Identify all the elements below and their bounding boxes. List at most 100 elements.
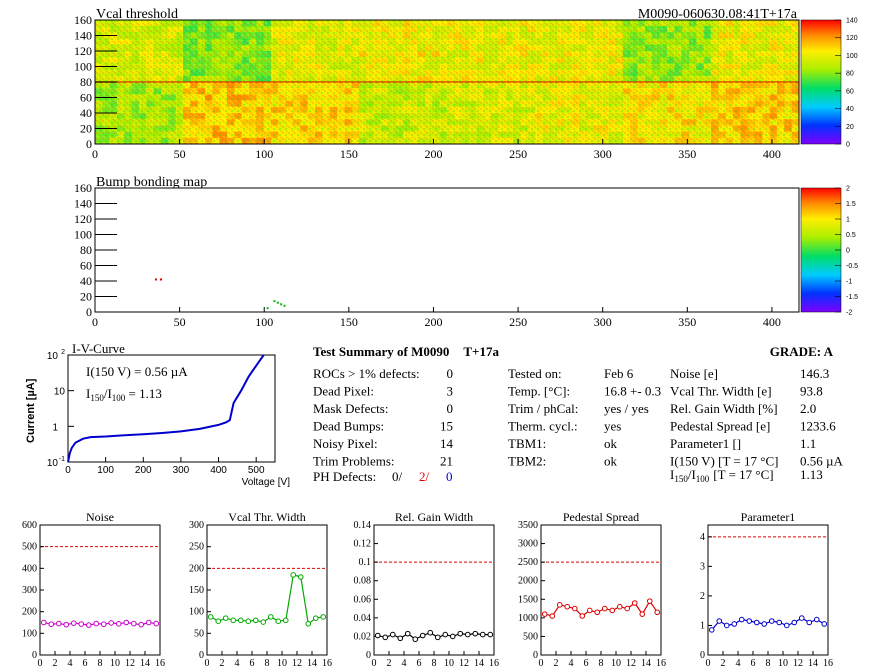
summary-value: 16.8 +- 0.3	[604, 384, 661, 399]
summary-value: 1.1	[800, 436, 816, 451]
roc-point	[806, 619, 813, 626]
roc-chart-title: Parameter1	[741, 510, 796, 524]
bump-frame	[94, 187, 800, 313]
roc-point	[487, 631, 494, 638]
cb-tick-label: 40	[846, 106, 854, 113]
roc-point	[267, 614, 274, 620]
roc-point	[601, 605, 608, 612]
roc-x-tick-label: 16	[322, 658, 332, 669]
module-label: M0090-060630.08:41T+17a	[638, 7, 798, 22]
roc-x-tick-label: 16	[155, 658, 165, 669]
roc-point	[631, 600, 638, 606]
roc-point	[320, 614, 327, 620]
summary-label: Mask Defects:	[313, 401, 388, 416]
roc-y-tick-label: 0	[533, 650, 538, 661]
bump-defect-mark	[276, 301, 279, 304]
summary-label: TBM2:	[508, 454, 546, 469]
roc-y-tick-label: 2	[700, 591, 705, 602]
roc-point	[791, 619, 798, 626]
roc-point	[138, 621, 145, 628]
vcal-threshold-panel: Vcal threshold M0090-060630.08:41T+17a 0…	[74, 7, 858, 161]
roc-x-tick-label: 10	[277, 658, 287, 669]
roc-point	[639, 611, 646, 617]
roc-point	[449, 633, 456, 640]
roc-y-tick-label: 100	[189, 607, 204, 618]
roc-y-tick-label: 100	[22, 628, 37, 639]
ph-label: PH Defects:	[313, 469, 376, 484]
roc-series-line	[711, 617, 825, 631]
x-tick-label: 300	[594, 315, 612, 329]
roc-point	[761, 621, 768, 627]
roc-point	[541, 611, 548, 617]
roc-point	[389, 631, 396, 638]
roc-y-tick-label: 0	[700, 650, 705, 661]
roc-point	[723, 622, 730, 629]
roc-x-tick-label: 10	[778, 658, 788, 669]
summary-value: ok	[604, 436, 618, 451]
roc-x-tick-label: 0	[205, 658, 210, 669]
summary-value: ok	[604, 454, 618, 469]
roc-x-tick-label: 16	[823, 658, 833, 669]
roc-x-tick-label: 12	[793, 658, 803, 669]
roc-point	[457, 630, 464, 637]
roc-y-tick-label: 2000	[518, 576, 538, 587]
roc-y-tick-label: 50	[194, 628, 204, 639]
roc-series-line	[377, 632, 491, 640]
summary-label: Parameter1 []	[670, 436, 741, 451]
roc-point	[145, 619, 152, 626]
ph-value-3: 0	[446, 469, 453, 484]
roc-point	[609, 607, 616, 614]
roc-x-tick-label: 12	[125, 658, 135, 669]
roc-point	[746, 618, 753, 624]
x-tick-label: 250	[509, 147, 527, 161]
roc-y-tick-label: 500	[22, 542, 37, 553]
roc-point	[215, 618, 222, 625]
summary-label: Rel. Gain Width [%]	[670, 401, 778, 416]
roc-x-tick-label: 6	[584, 658, 589, 669]
y-tick-label: 0	[86, 305, 92, 319]
roc-point	[108, 620, 115, 626]
roc-x-tick-label: 8	[599, 658, 604, 669]
y-tick-label: 160	[74, 181, 92, 195]
roc-point	[427, 629, 434, 636]
summary-label: TBM1:	[508, 436, 546, 451]
roc-point	[579, 613, 586, 619]
summary-label: Temp. [°C]:	[508, 384, 570, 399]
ratio-row-value: 1.13	[800, 467, 823, 482]
bump-map-panel: Bump bonding map 0 50 100 150 200 250 300 350 40…	[74, 175, 858, 329]
roc-point	[434, 634, 441, 641]
roc-y-tick-label: 0.12	[354, 539, 372, 550]
svg-text:I150/I100 = 1.13: I150/I100 = 1.13	[86, 386, 162, 403]
roc-point	[290, 572, 297, 578]
roc-point	[412, 636, 419, 643]
roc-y-tick-label: 1500	[518, 594, 538, 605]
roc-point	[442, 631, 449, 638]
roc-point	[230, 617, 237, 624]
iv-x-tick-label: 500	[248, 465, 265, 476]
cb-tick-label: 80	[846, 71, 854, 78]
roc-point	[115, 621, 122, 627]
summary-label: Therm. cycl.:	[508, 419, 578, 434]
roc-x-tick-label: 6	[417, 658, 422, 669]
x-tick-label: 300	[594, 147, 612, 161]
iv-y-tick-label: 10	[47, 458, 59, 469]
iv-ratio-sub2: 100	[112, 393, 126, 403]
roc-y-tick-label: 600	[22, 520, 37, 531]
summary-label: Trim Problems:	[313, 454, 395, 469]
roc-point	[564, 603, 571, 610]
summary-label: Tested on:	[508, 366, 562, 381]
roc-y-tick-label: 400	[22, 563, 37, 574]
x-tick-label: 100	[255, 315, 273, 329]
y-tick-label: 40	[80, 106, 92, 120]
summary-col3: Noise [e] 146.3 Vcal Thr. Width [e] 93.8 Rel…	[670, 366, 843, 469]
iv-ratio-label: I150/I100 = 1.13	[86, 386, 162, 403]
y-tick-label: 0	[86, 137, 92, 151]
roc-chart-title: Rel. Gain Width	[395, 510, 473, 524]
y-tick-label: 60	[80, 91, 92, 105]
roc-point	[654, 609, 661, 616]
summary-label: Vcal Thr. Width [e]	[670, 384, 772, 399]
roc-y-tick-label: 1000	[518, 613, 538, 624]
roc-x-tick-label: 12	[459, 658, 469, 669]
